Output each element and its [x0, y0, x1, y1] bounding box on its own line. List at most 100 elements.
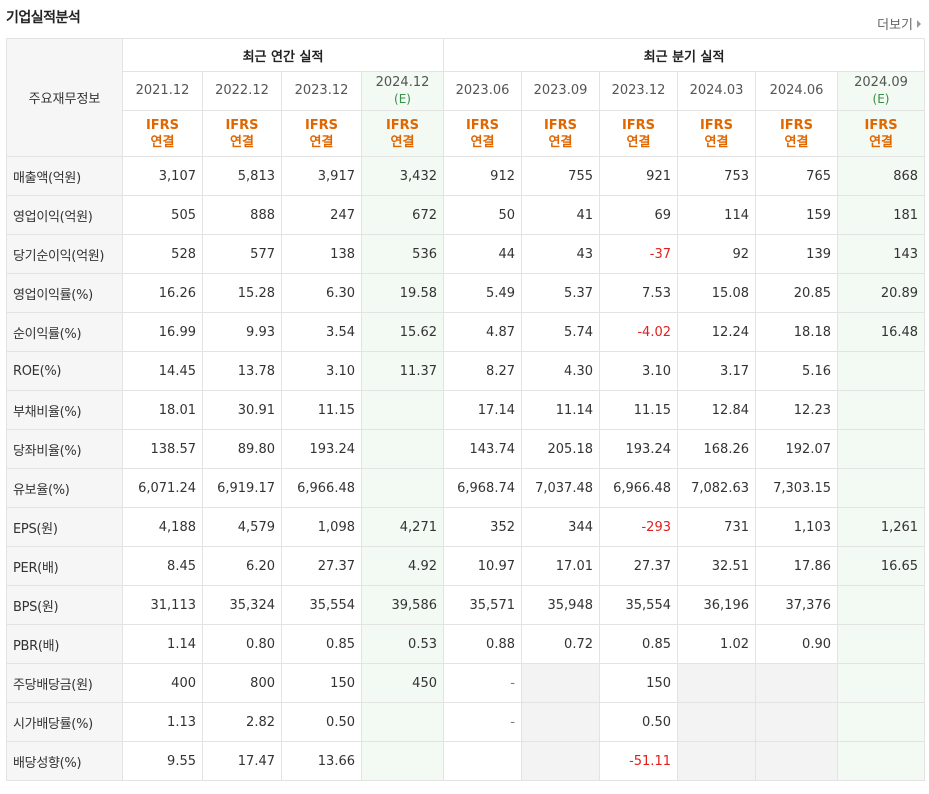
- value-cell: 17.01: [521, 546, 600, 586]
- basis-header: IFRS 연결: [281, 110, 362, 157]
- value-cell: 17.47: [202, 741, 282, 781]
- value-cell: 800: [202, 663, 282, 703]
- period-label: 2024.03: [689, 83, 744, 98]
- value-cell: 8.27: [443, 351, 522, 391]
- value-cell: 35,324: [202, 585, 282, 625]
- basis-scope: 연결: [470, 134, 495, 150]
- row-label: 배당성향(%): [6, 741, 123, 781]
- value-cell: 19.58: [361, 273, 444, 313]
- period-header: 2024.12 (E): [361, 71, 444, 111]
- value-cell: 36,196: [677, 585, 756, 625]
- section-title: 기업실적분석: [6, 10, 81, 26]
- value-cell: 17.14: [443, 390, 522, 430]
- basis-standard: IFRS: [465, 117, 500, 133]
- value-cell: [677, 663, 756, 703]
- value-cell: 11.37: [361, 351, 444, 391]
- value-cell: 16.48: [836, 312, 926, 352]
- period-label: 2023.12: [611, 83, 666, 98]
- group-quarterly: 최근 분기 실적: [442, 38, 926, 72]
- value-cell: 2.82: [202, 702, 282, 742]
- value-cell: 9.55: [122, 741, 203, 781]
- basis-scope: 연결: [390, 134, 415, 150]
- value-cell: [361, 468, 444, 508]
- value-cell: [677, 741, 756, 781]
- value-cell: 41: [521, 195, 600, 235]
- value-cell: 35,554: [281, 585, 362, 625]
- value-cell: -293: [599, 507, 678, 547]
- table-row: 순이익률(%) 16.99 9.93 3.54 15.62 4.87 5.74 -4.02 12…: [6, 312, 926, 352]
- value-cell: -4.02: [599, 312, 678, 352]
- value-cell: 168.26: [677, 429, 756, 469]
- value-cell: 3,432: [361, 156, 444, 196]
- value-cell: 92: [677, 234, 756, 274]
- basis-standard: IFRS: [225, 117, 259, 133]
- table-row: ROE(%) 14.45 13.78 3.10 11.37 8.27 4.30 3.10 3.1…: [6, 351, 926, 391]
- more-link[interactable]: 더보기: [877, 14, 921, 33]
- value-cell: 192.07: [755, 429, 838, 469]
- value-cell: 0.50: [599, 702, 678, 742]
- value-cell: [836, 429, 926, 469]
- value-cell: -51.11: [599, 741, 678, 781]
- value-cell: 20.85: [755, 273, 838, 313]
- value-cell: 17.86: [755, 546, 838, 586]
- value-cell: -: [443, 702, 522, 742]
- value-cell: 150: [281, 663, 362, 703]
- value-cell: [836, 468, 926, 508]
- value-cell: 15.08: [677, 273, 756, 313]
- basis-standard: IFRS: [779, 117, 814, 133]
- value-cell: 16.99: [122, 312, 203, 352]
- value-cell: 205.18: [521, 429, 600, 469]
- value-cell: 868: [836, 156, 926, 196]
- value-cell: 7.53: [599, 273, 678, 313]
- value-cell: 3.10: [599, 351, 678, 391]
- value-cell: 4,579: [202, 507, 282, 547]
- value-cell: 43: [521, 234, 600, 274]
- value-cell: 181: [836, 195, 926, 235]
- value-cell: 753: [677, 156, 756, 196]
- value-cell: 5,813: [202, 156, 282, 196]
- basis-scope: 연결: [309, 134, 334, 150]
- period-label: 2024.06: [769, 83, 824, 98]
- basis-header: IFRS 연결: [521, 110, 600, 157]
- basis-header: IFRS 연결: [755, 110, 838, 157]
- value-cell: 0.80: [202, 624, 282, 664]
- basis-standard: IFRS: [145, 117, 180, 133]
- value-cell: 6.30: [281, 273, 362, 313]
- value-cell: 3.54: [281, 312, 362, 352]
- value-cell: [836, 663, 926, 703]
- basis-standard: IFRS: [621, 117, 656, 133]
- value-cell: [755, 702, 838, 742]
- value-cell: [521, 702, 600, 742]
- basis-header: IFRS 연결: [202, 110, 282, 157]
- basis-header: IFRS 연결: [599, 110, 678, 157]
- basis-scope: 연결: [150, 134, 175, 150]
- value-cell: 765: [755, 156, 838, 196]
- value-cell: [521, 741, 600, 781]
- value-cell: [677, 702, 756, 742]
- value-cell: 528: [122, 234, 203, 274]
- value-cell: 0.72: [521, 624, 600, 664]
- value-cell: 3,917: [281, 156, 362, 196]
- period-header: 2023.09: [521, 71, 600, 111]
- value-cell: 505: [122, 195, 203, 235]
- row-label: 영업이익률(%): [6, 273, 123, 313]
- value-cell: 14.45: [122, 351, 203, 391]
- value-cell: 15.28: [202, 273, 282, 313]
- period-label: 2022.12: [215, 83, 269, 98]
- value-cell: 150: [599, 663, 678, 703]
- period-label: 2023.09: [533, 83, 588, 98]
- value-cell: 16.26: [122, 273, 203, 313]
- basis-standard: IFRS: [385, 117, 420, 133]
- value-cell: 31,113: [122, 585, 203, 625]
- value-cell: 35,571: [443, 585, 522, 625]
- value-cell: 35,948: [521, 585, 600, 625]
- value-cell: 577: [202, 234, 282, 274]
- value-cell: 143: [836, 234, 926, 274]
- period-header: 2024.03: [677, 71, 756, 111]
- table-row: 영업이익률(%) 16.26 15.28 6.30 19.58 5.49 5.37 7.53 1…: [6, 273, 926, 313]
- table-row: 배당성향(%) 9.55 17.47 13.66 -51.11: [6, 741, 926, 781]
- value-cell: 10.97: [443, 546, 522, 586]
- value-cell: 0.85: [599, 624, 678, 664]
- value-cell: 352: [443, 507, 522, 547]
- value-cell: -37: [599, 234, 678, 274]
